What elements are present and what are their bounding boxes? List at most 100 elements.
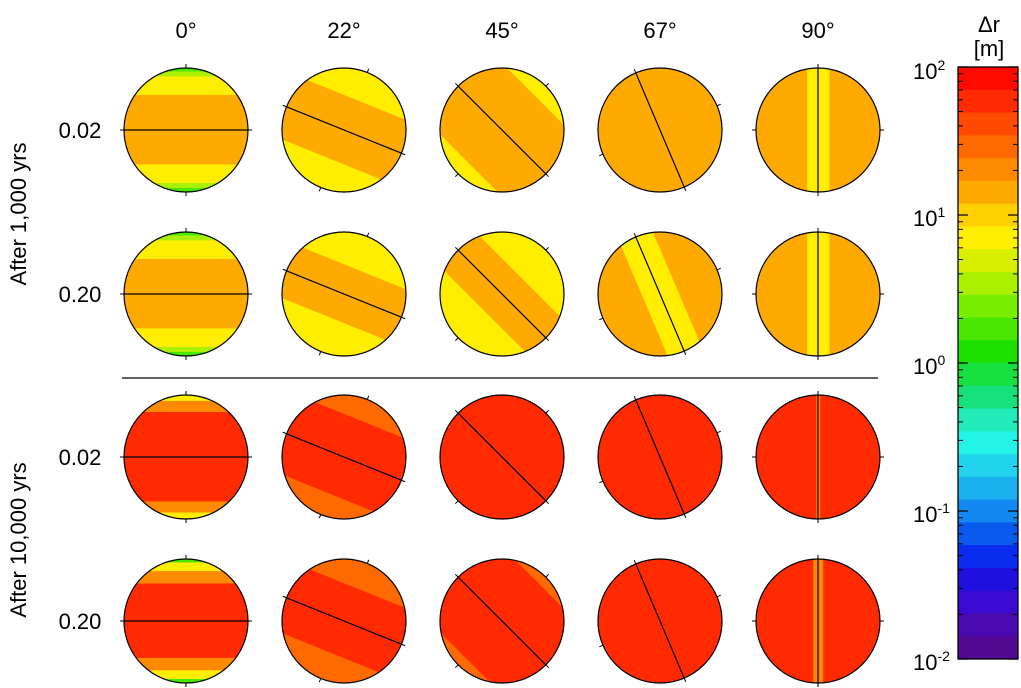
column-header-45: 45°: [485, 18, 518, 43]
panel-circle: [281, 67, 407, 193]
color-band: [282, 469, 389, 519]
colorbar-swatch: [958, 226, 1018, 250]
colorbar-ticks: 102 101 100 10-1 10-2: [913, 57, 950, 675]
panel-outline: [281, 67, 407, 193]
color-band: [299, 395, 406, 445]
row-label: 0.02: [59, 445, 102, 470]
equator-line: [286, 106, 402, 154]
panel-circle: [439, 231, 565, 357]
panel-ticks: [599, 396, 721, 518]
column-header-0: 0°: [175, 18, 196, 43]
panel-ticks: [752, 391, 884, 523]
colorbar-swatch: [958, 180, 1018, 205]
color-band: [124, 400, 248, 413]
colorbar-swatch: [958, 203, 1018, 227]
panel-ticks: [752, 228, 884, 360]
panel-outline: [281, 231, 407, 357]
colorbar-title: Δr: [978, 12, 1000, 37]
color-band: [124, 187, 248, 192]
panel-outline: [439, 394, 565, 520]
color-band: [124, 347, 248, 353]
column-header-67: 67°: [643, 18, 676, 43]
row-label: 0.02: [59, 118, 102, 143]
color-band: [124, 351, 248, 356]
colorbar-swatch: [958, 271, 1018, 296]
color-band: [124, 68, 248, 73]
color-band: [756, 559, 814, 683]
color-band: [440, 612, 511, 683]
colorbar: Δr [m] 102 101 100 10-1 10-2: [913, 12, 1019, 675]
color-band: [124, 559, 248, 564]
panel-ticks: [599, 560, 721, 682]
panel-circle: [439, 394, 565, 520]
panel-outline: [597, 231, 723, 357]
color-band: [828, 68, 880, 192]
colorbar-swatch: [958, 135, 1018, 159]
equator-line: [457, 85, 547, 175]
color-band: [819, 395, 880, 519]
colorbar-swatch: [958, 363, 1018, 387]
panel-circle: [120, 555, 252, 687]
panel-circle: [120, 391, 252, 523]
panel-circle: [120, 64, 252, 196]
color-band: [124, 670, 248, 680]
equator-line: [635, 236, 685, 352]
color-band: [124, 164, 248, 184]
panel-ticks: [454, 82, 550, 178]
colorbar-tick-label: 10-1: [913, 500, 950, 527]
panel-ticks: [599, 69, 721, 191]
color-band: [124, 235, 248, 241]
colorbar-tick-label: 10-2: [913, 648, 950, 675]
color-band: [828, 232, 880, 356]
colorbar-swatch: [958, 590, 1018, 614]
equator-line: [286, 597, 402, 645]
panel-circle: [752, 64, 884, 196]
colorbar-swatch: [958, 545, 1018, 569]
panel-ticks: [454, 409, 550, 505]
panel-ticks: [120, 555, 252, 687]
color-band: [489, 68, 564, 143]
row-label: 0.20: [59, 282, 102, 307]
color-band: [124, 183, 248, 189]
panel-circle: [752, 555, 884, 687]
panel-outline: [439, 67, 565, 193]
panel-ticks: [120, 228, 252, 360]
color-band: [756, 395, 817, 519]
color-band: [296, 68, 406, 125]
colorbar-swatch: [958, 89, 1018, 114]
colorbar-swatch: [958, 294, 1018, 318]
equator-line: [635, 72, 685, 188]
panel-outline: [597, 558, 723, 684]
equator-line: [286, 433, 402, 481]
panel-circle: [281, 394, 407, 520]
column-header-22: 22°: [327, 18, 360, 43]
equator-line: [457, 576, 547, 666]
colorbar-swatch: [958, 499, 1018, 523]
color-band: [124, 328, 248, 348]
equator-line: [635, 399, 685, 515]
colorbar-tick-label: 101: [913, 204, 945, 231]
colorbar-swatch: [958, 385, 1018, 410]
panel-outline: [281, 558, 407, 684]
colorbar-swatch: [958, 340, 1018, 364]
color-band: [440, 117, 515, 192]
color-band: [124, 395, 248, 402]
colorbar-swatch: [958, 67, 1018, 91]
group-label-10000-yrs: After 10,000 yrs: [6, 462, 31, 617]
panel-outline: [597, 394, 723, 520]
color-band: [822, 559, 880, 683]
panel-ticks: [282, 559, 406, 683]
panel-outline: [281, 394, 407, 520]
color-band: [756, 68, 808, 192]
panel-circle: [281, 231, 407, 357]
color-band: [124, 76, 248, 96]
equator-line: [635, 563, 685, 679]
colorbar-swatch: [958, 522, 1018, 546]
column-headers: 0° 22° 45° 67° 90°: [175, 18, 834, 43]
row-label: 0.20: [59, 609, 102, 634]
colorbar-swatch: [958, 567, 1018, 592]
color-band: [124, 571, 248, 585]
panel-circle: [597, 558, 723, 684]
colorbar-scale: [957, 66, 1019, 660]
